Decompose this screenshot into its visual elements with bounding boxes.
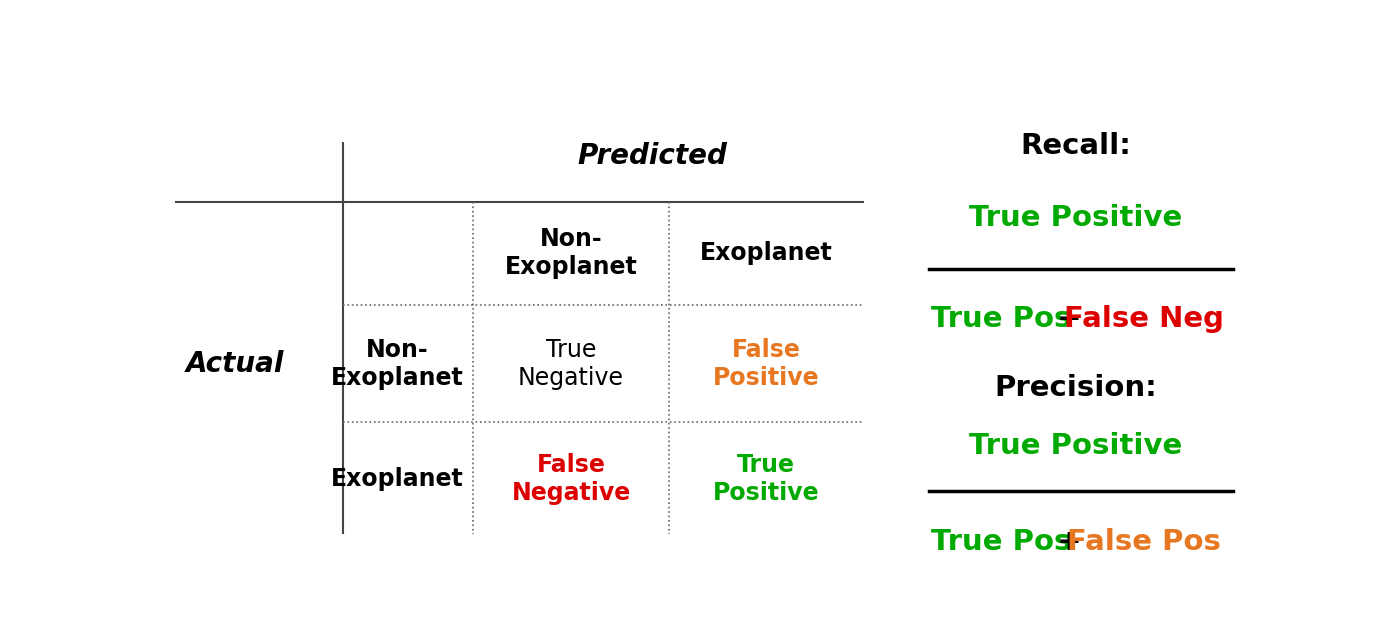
Text: Precision:: Precision: [994, 374, 1156, 402]
Text: +: + [1047, 305, 1092, 333]
Text: Exoplanet: Exoplanet [700, 241, 833, 265]
Text: False
Negative: False Negative [511, 453, 630, 505]
Text: True Pos: True Pos [931, 527, 1071, 555]
Text: Actual: Actual [185, 350, 284, 378]
Text: True Pos: True Pos [931, 305, 1071, 333]
Text: Recall:: Recall: [1021, 132, 1131, 160]
Text: False Pos: False Pos [1067, 527, 1221, 555]
Text: True
Negative: True Negative [518, 338, 624, 390]
Text: True Positive: True Positive [969, 432, 1182, 460]
Text: Non-
Exoplanet: Non- Exoplanet [504, 227, 637, 279]
Text: True
Positive: True Positive [713, 453, 819, 505]
Text: +: + [1047, 527, 1092, 555]
Text: False
Positive: False Positive [713, 338, 819, 390]
Text: Non-
Exoplanet: Non- Exoplanet [330, 338, 463, 390]
Text: False Neg: False Neg [1064, 305, 1224, 333]
Text: Predicted: Predicted [577, 142, 728, 170]
Text: True Positive: True Positive [969, 204, 1182, 233]
Text: Exoplanet: Exoplanet [330, 467, 463, 491]
